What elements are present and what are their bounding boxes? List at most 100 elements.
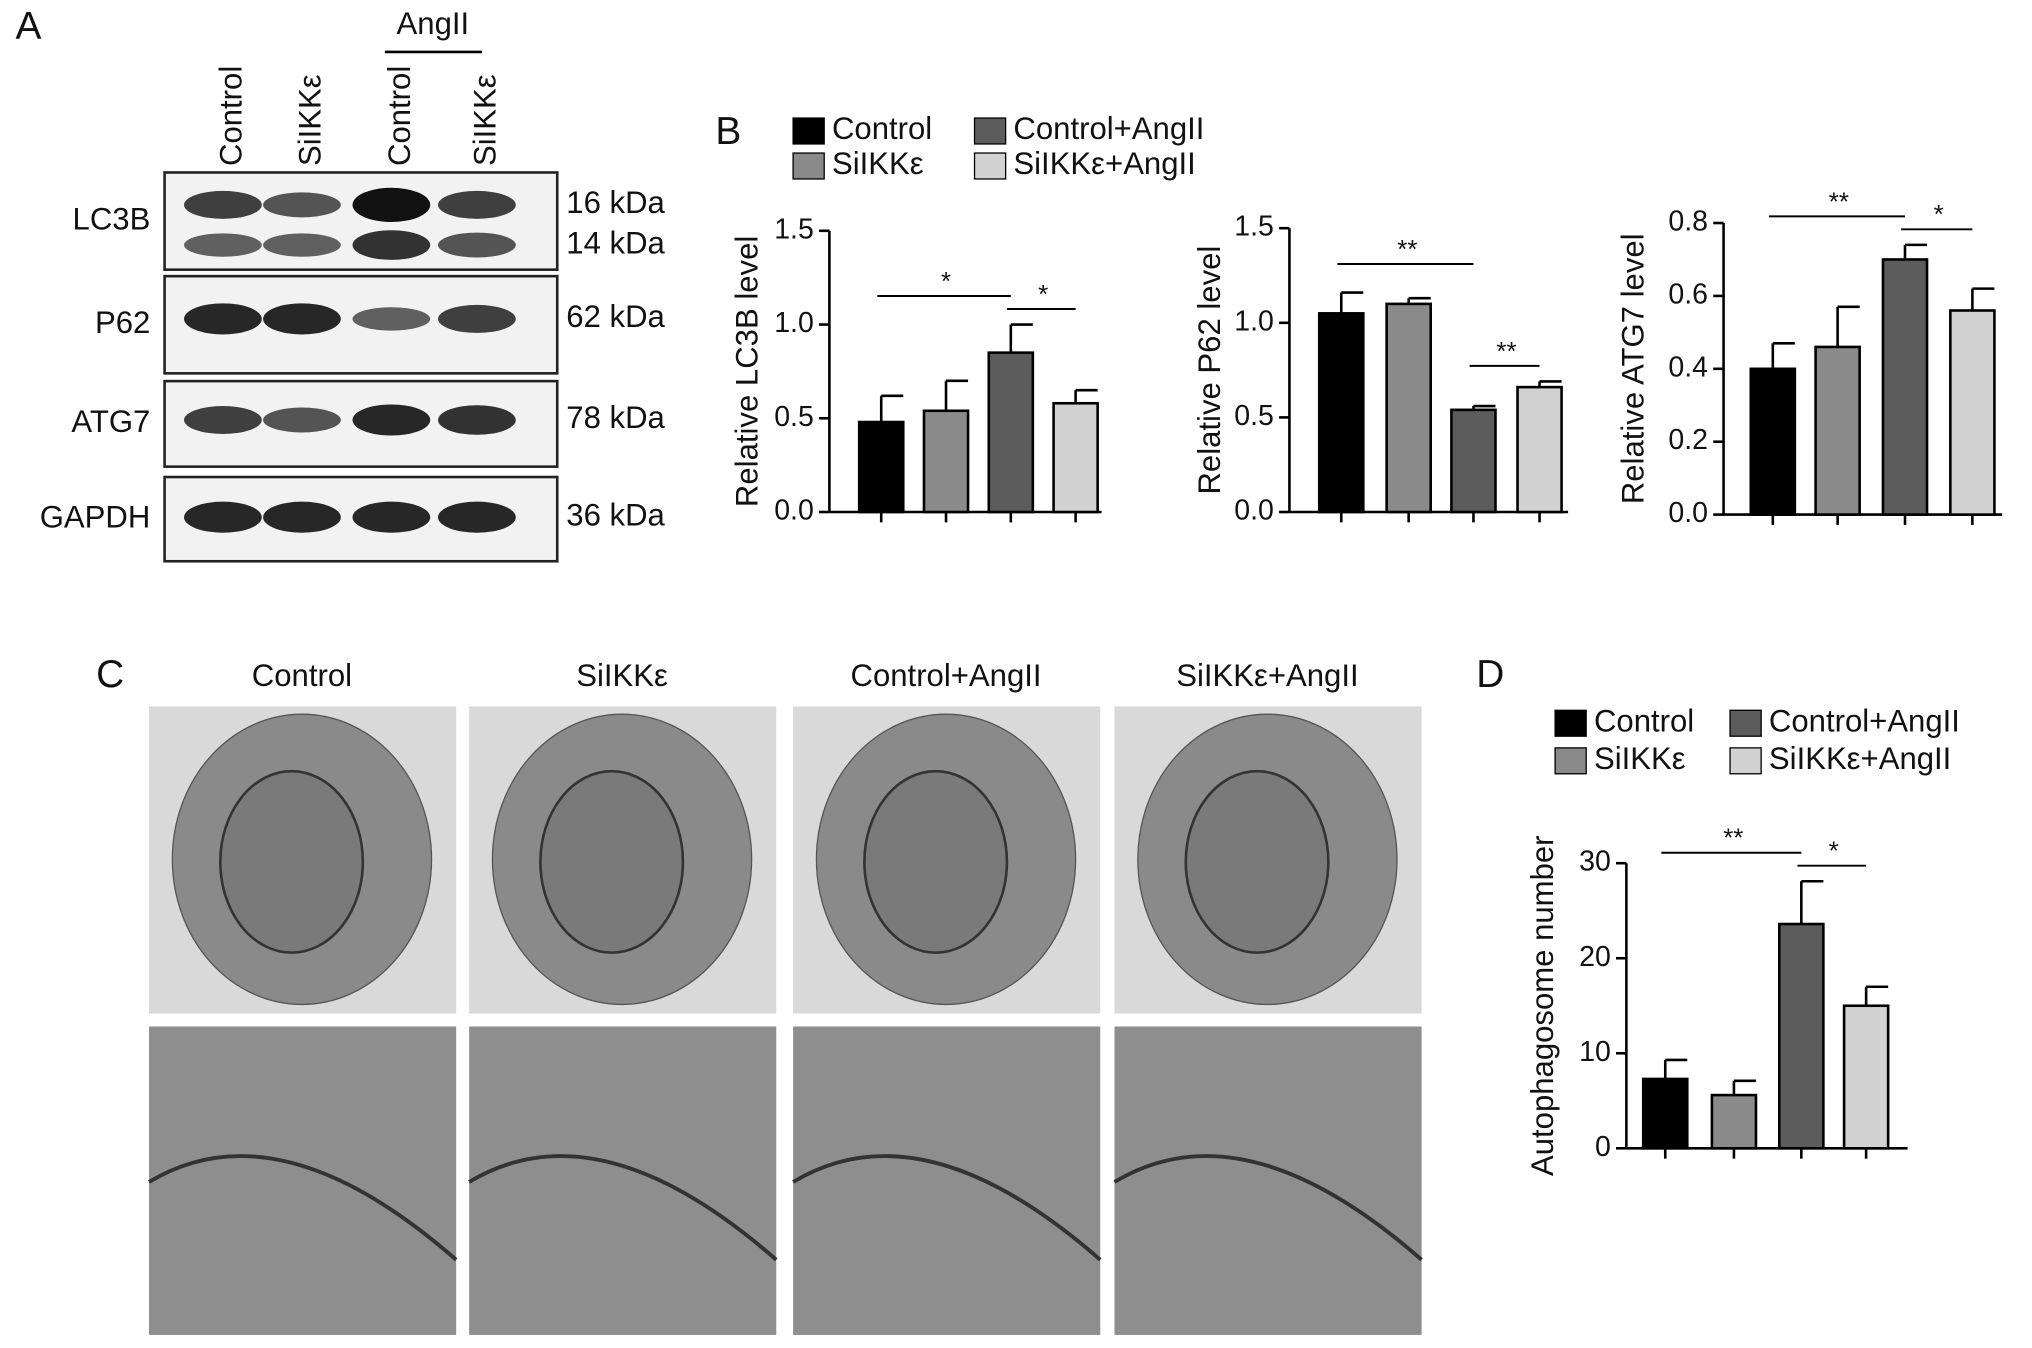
legend-swatch xyxy=(1729,709,1762,737)
membrane xyxy=(792,1154,1102,1262)
y-tick-label: 10 xyxy=(1579,1036,1611,1068)
nucleus xyxy=(219,769,365,954)
y-tick-label: 1.0 xyxy=(774,307,814,339)
panel-label: A xyxy=(16,5,42,48)
significance-label: * xyxy=(1038,281,1048,309)
micrograph xyxy=(469,1026,777,1335)
band xyxy=(438,501,516,533)
band-size: 78 kDa xyxy=(566,400,665,435)
y-axis-label: Relative ATG7 level xyxy=(1616,233,1651,504)
significance-label: ** xyxy=(1723,825,1743,853)
band xyxy=(438,405,516,435)
band xyxy=(263,233,341,257)
bar xyxy=(1949,309,1996,516)
legend-label: Control xyxy=(832,111,932,146)
significance-label: ** xyxy=(1829,188,1849,216)
micrograph-label: SiIKKε+AngII xyxy=(1176,658,1358,693)
panel-label: D xyxy=(1476,653,1504,696)
blot-row-label: GAPDH xyxy=(40,499,151,534)
legend-swatch xyxy=(973,152,1007,180)
panel-label: B xyxy=(715,110,741,153)
bar xyxy=(1814,345,1861,516)
legend-swatch xyxy=(792,152,825,180)
band xyxy=(438,232,516,258)
significance-label: * xyxy=(941,268,951,296)
bar xyxy=(1778,922,1825,1150)
y-tick-label: 0 xyxy=(1595,1131,1611,1163)
micrograph-label: SiIKKε xyxy=(576,658,668,693)
y-tick-label: 0.0 xyxy=(774,495,814,527)
nucleus xyxy=(1184,769,1330,954)
y-axis-label: Relative P62 level xyxy=(1192,246,1227,495)
y-tick-label: 0.4 xyxy=(1668,351,1708,383)
bar xyxy=(1516,385,1563,514)
y-tick-label: 0.2 xyxy=(1668,424,1708,456)
legend-label: SiIKKε+AngII xyxy=(1013,146,1195,181)
y-tick-label: 1.5 xyxy=(1234,211,1274,243)
lane-label: SiIKKε xyxy=(467,74,502,166)
y-tick-label: 0.8 xyxy=(1668,206,1708,238)
significance-label: ** xyxy=(1496,338,1516,366)
micrograph xyxy=(793,1026,1101,1335)
legend-label: Control xyxy=(1594,703,1694,738)
y-tick-label: 20 xyxy=(1579,941,1611,973)
band xyxy=(352,187,431,222)
y-tick-label: 30 xyxy=(1579,846,1611,878)
band xyxy=(352,501,431,533)
y-tick-label: 0.6 xyxy=(1668,278,1708,310)
band xyxy=(263,501,341,533)
micrograph xyxy=(1114,1026,1422,1335)
band xyxy=(184,190,262,219)
y-axis-label: Relative LC3B level xyxy=(729,236,764,507)
nucleus xyxy=(539,769,685,954)
band xyxy=(352,404,431,436)
band xyxy=(438,190,516,219)
membrane xyxy=(1113,1154,1423,1262)
significance-label: * xyxy=(1934,201,1944,229)
bar xyxy=(1317,312,1365,514)
lane-label: Control xyxy=(213,66,248,166)
legend-label: Control+AngII xyxy=(1013,111,1204,146)
blot-row-label: ATG7 xyxy=(71,404,150,439)
membrane xyxy=(468,1154,778,1262)
bar xyxy=(1749,367,1797,516)
bar xyxy=(987,351,1035,514)
y-tick-label: 0.0 xyxy=(1668,497,1708,529)
lane-label: SiIKKε xyxy=(293,74,328,166)
bar xyxy=(922,409,970,514)
y-tick-label: 1.5 xyxy=(774,213,814,245)
y-tick-label: 1.0 xyxy=(1234,305,1274,337)
y-tick-label: 0.5 xyxy=(1234,400,1274,432)
legend-label: SiIKKε+AngII xyxy=(1769,741,1951,776)
band-size: 36 kDa xyxy=(566,497,665,532)
band xyxy=(184,501,262,533)
band xyxy=(184,303,262,335)
band xyxy=(184,406,262,434)
bar xyxy=(1450,408,1497,514)
band xyxy=(184,233,262,257)
nucleus xyxy=(863,769,1009,954)
band xyxy=(438,304,516,333)
panel-label: C xyxy=(96,653,124,696)
blot-row-label: LC3B xyxy=(73,201,151,236)
band xyxy=(352,230,431,260)
bar xyxy=(1710,1093,1758,1150)
legend-swatch xyxy=(1554,709,1587,737)
micrograph-label: Control+AngII xyxy=(851,658,1042,693)
band-size: 14 kDa xyxy=(566,225,665,260)
bar xyxy=(1052,401,1099,514)
bar xyxy=(1641,1077,1689,1150)
legend-label: SiIKKε xyxy=(832,146,924,181)
y-tick-label: 0.5 xyxy=(774,401,814,433)
bar xyxy=(857,420,905,514)
band xyxy=(352,307,431,331)
band xyxy=(263,303,341,335)
lane-label: Control xyxy=(382,66,417,166)
y-tick-label: 0.0 xyxy=(1234,495,1274,527)
group-label: AngII xyxy=(397,6,470,41)
legend-swatch xyxy=(973,117,1007,145)
significance-label: ** xyxy=(1397,236,1417,264)
y-axis-label: Autophagosome number xyxy=(1525,835,1560,1176)
blot-row-label: P62 xyxy=(95,305,150,340)
